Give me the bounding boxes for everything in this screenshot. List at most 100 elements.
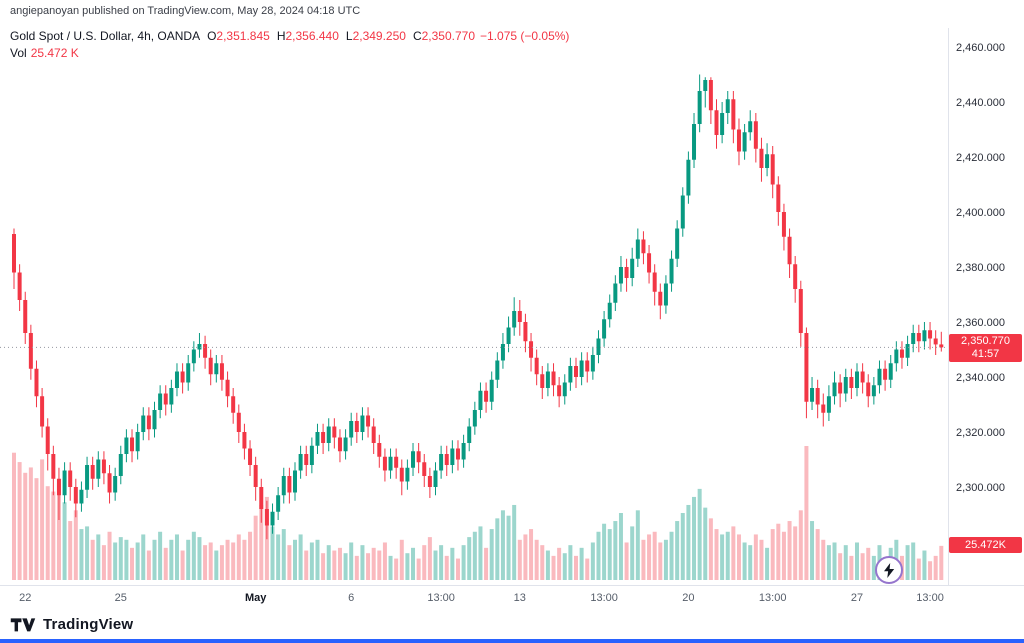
candle-body: [703, 80, 708, 91]
volume-bar: [73, 510, 78, 580]
candle-body: [759, 148, 764, 168]
volume-bar: [500, 510, 505, 580]
candle-body: [253, 465, 258, 487]
candle-body: [321, 432, 326, 443]
volume-bar: [214, 550, 219, 580]
volume-bar: [433, 550, 438, 580]
volume-bar: [484, 547, 489, 580]
volume-bar: [663, 539, 668, 580]
volume-bar: [276, 534, 281, 580]
volume-bar: [804, 446, 809, 580]
candle-body: [680, 195, 685, 229]
volume-value: 25.472 K: [30, 46, 79, 60]
last-price-value: 2,350.770: [961, 335, 1010, 348]
volume-bar: [180, 550, 185, 580]
candle-body: [585, 360, 590, 372]
candle-body: [450, 448, 455, 465]
brand-name[interactable]: TradingView: [43, 616, 134, 633]
volume-bar: [45, 486, 50, 580]
candle-body: [506, 327, 511, 344]
candle-body: [349, 421, 354, 438]
volume-bar: [315, 539, 320, 580]
volume-bar: [366, 553, 371, 580]
volume-bar: [753, 534, 758, 580]
candle-body: [489, 379, 494, 402]
candle-body: [500, 344, 505, 361]
volume-bar: [815, 529, 820, 580]
low-label: L: [345, 29, 353, 43]
candle-body: [315, 432, 320, 446]
symbol-description[interactable]: Gold Spot / U.S. Dollar, 4h, OANDA: [10, 29, 201, 43]
volume-bar: [928, 561, 933, 580]
time-axis-label: 13:00: [916, 592, 944, 604]
candle-body: [394, 456, 399, 468]
volume-bar: [135, 542, 140, 580]
candle-body: [922, 330, 927, 342]
volume-bar: [28, 467, 33, 580]
candle-body: [798, 289, 803, 333]
volume-bar: [208, 542, 213, 580]
candle-body: [618, 267, 623, 284]
price-chart[interactable]: 2,460.000 2,440.000 2,420.000 2,400.000 2,38…: [0, 0, 1024, 612]
candle-body: [669, 258, 674, 284]
volume-label[interactable]: Vol: [10, 46, 27, 60]
candle-body: [416, 451, 421, 463]
candle-body: [574, 366, 578, 377]
candle-body: [855, 371, 859, 388]
candle-body: [96, 459, 101, 479]
candle-body: [371, 426, 376, 443]
candle-body: [382, 456, 387, 471]
volume-bar: [613, 521, 618, 580]
volume-bar: [562, 553, 567, 580]
price-axis[interactable]: 2,460.000 2,440.000 2,420.000 2,400.000 2,38…: [956, 42, 1005, 549]
close-label: C: [412, 29, 422, 43]
candle-body: [34, 368, 39, 397]
candle-body: [641, 239, 646, 254]
time-axis-label: May: [245, 592, 267, 604]
candle-body: [540, 374, 545, 388]
volume-bar: [287, 545, 292, 580]
time-axis[interactable]: 22 25 May 6 13:00 13 13:00 20 13:00 27 13:00: [19, 592, 944, 604]
flash-button[interactable]: [875, 556, 903, 584]
open-value: 2,351.845: [216, 29, 270, 43]
candle-body: [557, 385, 562, 397]
candle-body: [411, 451, 416, 468]
tradingview-logo-icon[interactable]: [10, 616, 36, 633]
volume-bar: [203, 545, 208, 580]
candle-body: [495, 360, 500, 380]
candle-body: [51, 454, 56, 479]
candle-body: [248, 448, 253, 465]
volume-bar: [382, 542, 387, 580]
volume-bar: [579, 547, 584, 580]
volume-bar: [388, 555, 393, 580]
candle-body: [748, 121, 753, 133]
volume-bar: [933, 555, 938, 580]
volume-bar: [770, 529, 775, 580]
volume-bar: [776, 523, 781, 580]
candle-body: [911, 333, 916, 344]
volume-bar: [304, 550, 309, 580]
candle-body: [180, 371, 185, 383]
volume-bar: [253, 515, 258, 580]
volume-bar: [439, 545, 444, 580]
candle-body: [270, 511, 275, 526]
volume-bar: [141, 534, 146, 580]
candle-body: [731, 99, 736, 130]
volume-bar: [225, 539, 230, 580]
candle-body: [675, 228, 680, 259]
time-axis-label: 22: [19, 592, 31, 604]
candle-body: [219, 363, 224, 380]
volume-bar: [866, 547, 871, 580]
candle-body: [118, 454, 123, 476]
candle-body: [877, 368, 882, 386]
candle-body: [692, 124, 697, 160]
candle-body: [905, 344, 910, 358]
candle-body: [939, 344, 944, 348]
volume-bar: [658, 542, 663, 580]
candle-body: [815, 388, 820, 405]
candle-body: [551, 371, 556, 386]
volume-bar: [669, 531, 674, 580]
candle-body: [765, 154, 770, 168]
volume-bar: [191, 531, 196, 580]
